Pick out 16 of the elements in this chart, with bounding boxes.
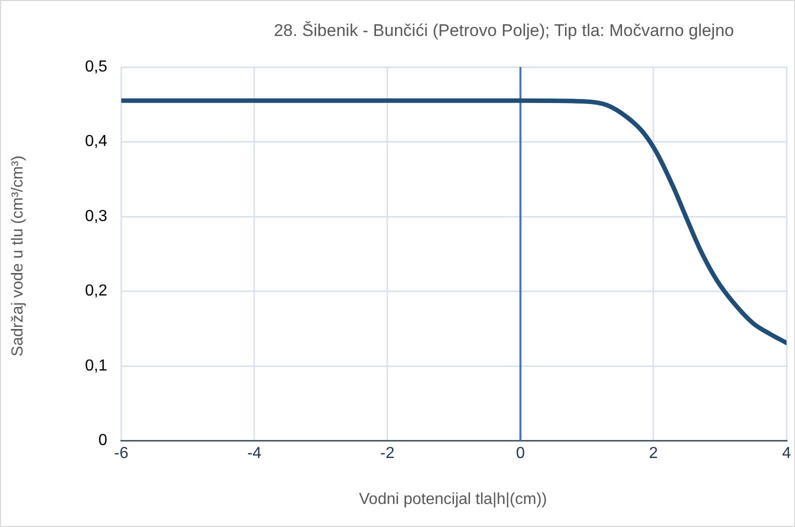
y-tick-label: 0,1 — [84, 357, 108, 374]
x-tick-label: 4 — [782, 444, 792, 462]
y-tick-label: 0 — [98, 432, 108, 450]
x-tick-label: 2 — [649, 444, 658, 462]
y-tick-label: 0,2 — [84, 282, 108, 300]
x-tick-label: -6 — [114, 444, 128, 462]
y-tick-label: 0,4 — [84, 133, 108, 150]
x-axis-title: Vodni potencijal tla|h|(cm)) — [358, 491, 548, 509]
x-tick-label: -2 — [380, 444, 395, 462]
y-tick-label: 0,3 — [84, 208, 108, 225]
line-series — [121, 98, 787, 346]
x-tick-label: 0 — [516, 444, 525, 462]
x-tick-label: -4 — [247, 444, 262, 462]
y-tick-label: 0,5 — [84, 58, 108, 76]
y-axis-title: Sadržaj vode u tlu (cm³/cm³) — [9, 156, 27, 356]
chart-title: 28. Šibenik - Bunčići (Petrovo Polje); Tip tla: Močvarno glejno — [272, 21, 735, 41]
